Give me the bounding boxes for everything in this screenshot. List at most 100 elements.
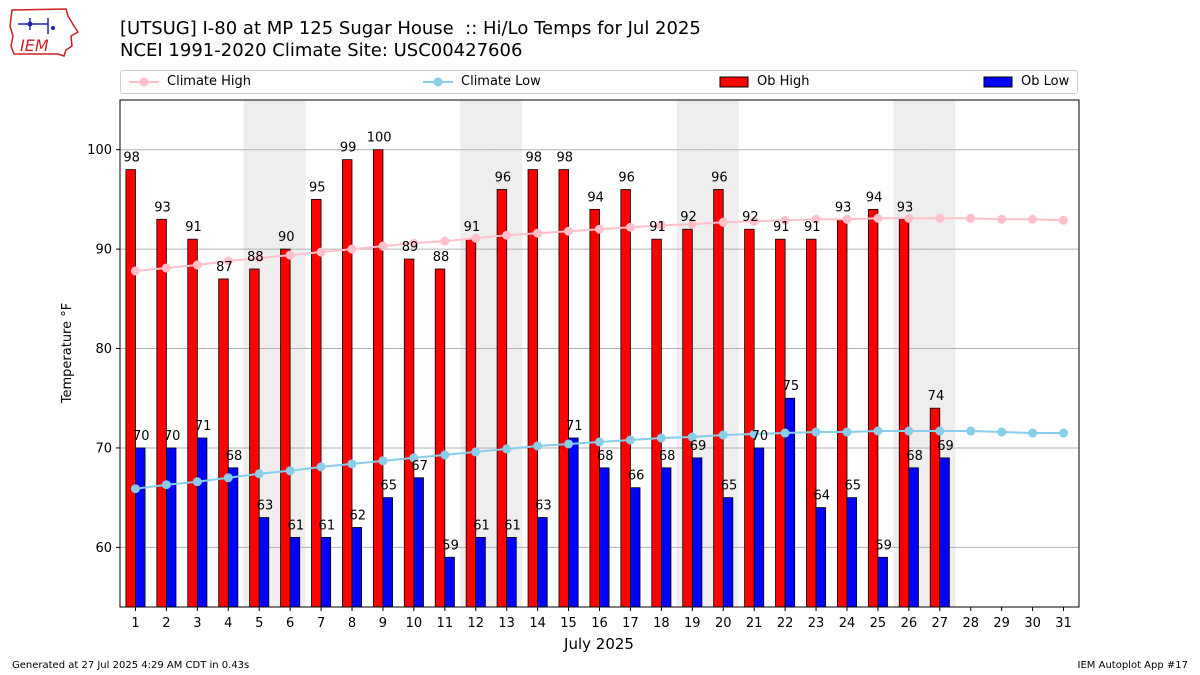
ob-high-label-9: 100: [367, 131, 392, 146]
ob-high-bar-6: [280, 248, 291, 608]
climate-lines: [130, 213, 1069, 494]
climate-low-point-11: [440, 450, 450, 460]
ob-low-bar-2: [166, 447, 177, 608]
x-tick-label-4: 4: [224, 616, 232, 631]
climate-high-point-25: [873, 213, 883, 223]
legend-climate-low-marker: [423, 77, 453, 86]
y-tick-label-70: 70: [95, 441, 112, 456]
climate-low-point-23: [811, 427, 821, 437]
ob-high-label-7: 95: [309, 180, 326, 195]
y-tick-label-60: 60: [95, 541, 112, 556]
climate-low-point-26: [904, 426, 914, 436]
climate-low-point-10: [409, 453, 419, 463]
legend-climate-low: Climate Low: [423, 74, 541, 89]
ob-high-label-22: 91: [773, 220, 790, 235]
ob-high-bar-5: [249, 268, 260, 608]
legend-climate-high-label: Climate High: [167, 74, 252, 89]
climate-high-point-2: [161, 263, 171, 273]
legend-ob-low: Ob Low: [983, 74, 1069, 89]
climate-low-point-16: [595, 437, 604, 447]
ob-high-bar-26: [898, 218, 910, 608]
ob-low-bar-23: [815, 507, 827, 608]
ob-low-label-12: 61: [473, 518, 490, 533]
climate-low-point-7: [316, 462, 326, 472]
climate-high-point-3: [192, 260, 202, 270]
ob-low-bar-21: [753, 447, 765, 608]
ob-high-bar-11: [434, 268, 446, 608]
ob-high-bar-4: [218, 278, 229, 608]
ob-low-bar-9: [382, 497, 393, 608]
ob-high-label-23: 91: [804, 220, 821, 235]
ob-low-bar-10: [413, 477, 424, 608]
x-tick-label-31: 31: [1055, 616, 1072, 631]
y-tick-label-80: 80: [95, 342, 112, 357]
y-axis-label: Temperature °F: [60, 303, 75, 404]
x-axis-label: July 2025: [563, 635, 634, 653]
ob-high-label-27: 74: [928, 389, 945, 404]
x-tick-label-25: 25: [870, 616, 887, 631]
x-tick-label-30: 30: [1024, 616, 1041, 631]
ob-low-bar-14: [537, 517, 548, 608]
climate-low-point-31: [1059, 428, 1069, 438]
legend-ob-high-label: Ob High: [757, 74, 810, 89]
x-tick-label-24: 24: [839, 616, 856, 631]
climate-high-point-7: [316, 247, 326, 257]
climate-low-point-29: [997, 427, 1007, 437]
x-tick-label-9: 9: [379, 616, 387, 631]
ob-low-label-4: 68: [226, 449, 243, 464]
ob-low-label-3: 71: [195, 419, 212, 434]
ob-low-label-16: 68: [597, 449, 614, 464]
ob-high-label-20: 96: [711, 170, 728, 185]
legend: Climate High Climate Low Ob High Ob Low: [120, 70, 1078, 94]
ob-low-label-14: 63: [535, 499, 552, 514]
x-tick-label-7: 7: [317, 616, 325, 631]
x-tick-label-15: 15: [560, 616, 577, 631]
x-tick-label-1: 1: [131, 616, 139, 631]
climate-low-point-24: [842, 427, 852, 437]
x-tick-label-21: 21: [746, 616, 763, 631]
x-tick-label-2: 2: [162, 616, 170, 631]
ob-high-label-25: 94: [866, 190, 883, 205]
climate-high-point-8: [347, 244, 357, 254]
climate-low-point-25: [873, 426, 883, 436]
ob-high-label-1: 98: [123, 151, 140, 166]
climate-low-point-21: [749, 429, 759, 439]
x-tick-label-16: 16: [591, 616, 608, 631]
x-tick-label-12: 12: [467, 616, 484, 631]
ob-low-bar-7: [320, 537, 332, 608]
y-tick-label-90: 90: [95, 243, 112, 258]
ob-low-label-23: 64: [814, 489, 831, 504]
climate-low-point-1: [130, 484, 140, 494]
ob-low-label-5: 63: [257, 499, 274, 514]
climate-low-point-20: [718, 430, 728, 440]
climate-low-point-12: [471, 447, 481, 457]
ob-low-label-27: 69: [937, 439, 954, 454]
x-tick-label-19: 19: [684, 616, 701, 631]
ob-high-bar-19: [682, 228, 693, 608]
ob-high-label-12: 91: [464, 220, 481, 235]
climate-high-point-13: [502, 230, 512, 240]
x-tick-label-11: 11: [437, 616, 454, 631]
climate-high-point-27: [935, 213, 945, 223]
legend-ob-high-swatch: [719, 76, 749, 87]
ob-low-label-7: 61: [319, 518, 336, 533]
ob-low-label-11: 59: [442, 538, 459, 553]
ob-high-label-18: 91: [649, 220, 666, 235]
ob-low-bar-11: [444, 556, 455, 608]
legend-ob-high: Ob High: [719, 74, 810, 89]
climate-high-point-11: [440, 236, 450, 246]
legend-climate-low-label: Climate Low: [461, 74, 541, 89]
legend-climate-high-marker: [129, 77, 159, 86]
climate-low-point-27: [935, 426, 945, 436]
ob-low-label-10: 67: [411, 459, 428, 474]
legend-ob-low-label: Ob Low: [1021, 74, 1070, 89]
ob-low-bar-16: [599, 467, 610, 608]
ob-low-label-20: 65: [721, 479, 738, 494]
climate-high-point-6: [285, 250, 295, 260]
ob-high-label-17: 96: [618, 170, 635, 185]
ob-low-bar-27: [939, 457, 950, 608]
climate-high-point-17: [625, 222, 635, 232]
ob-low-label-2: 70: [164, 429, 181, 444]
